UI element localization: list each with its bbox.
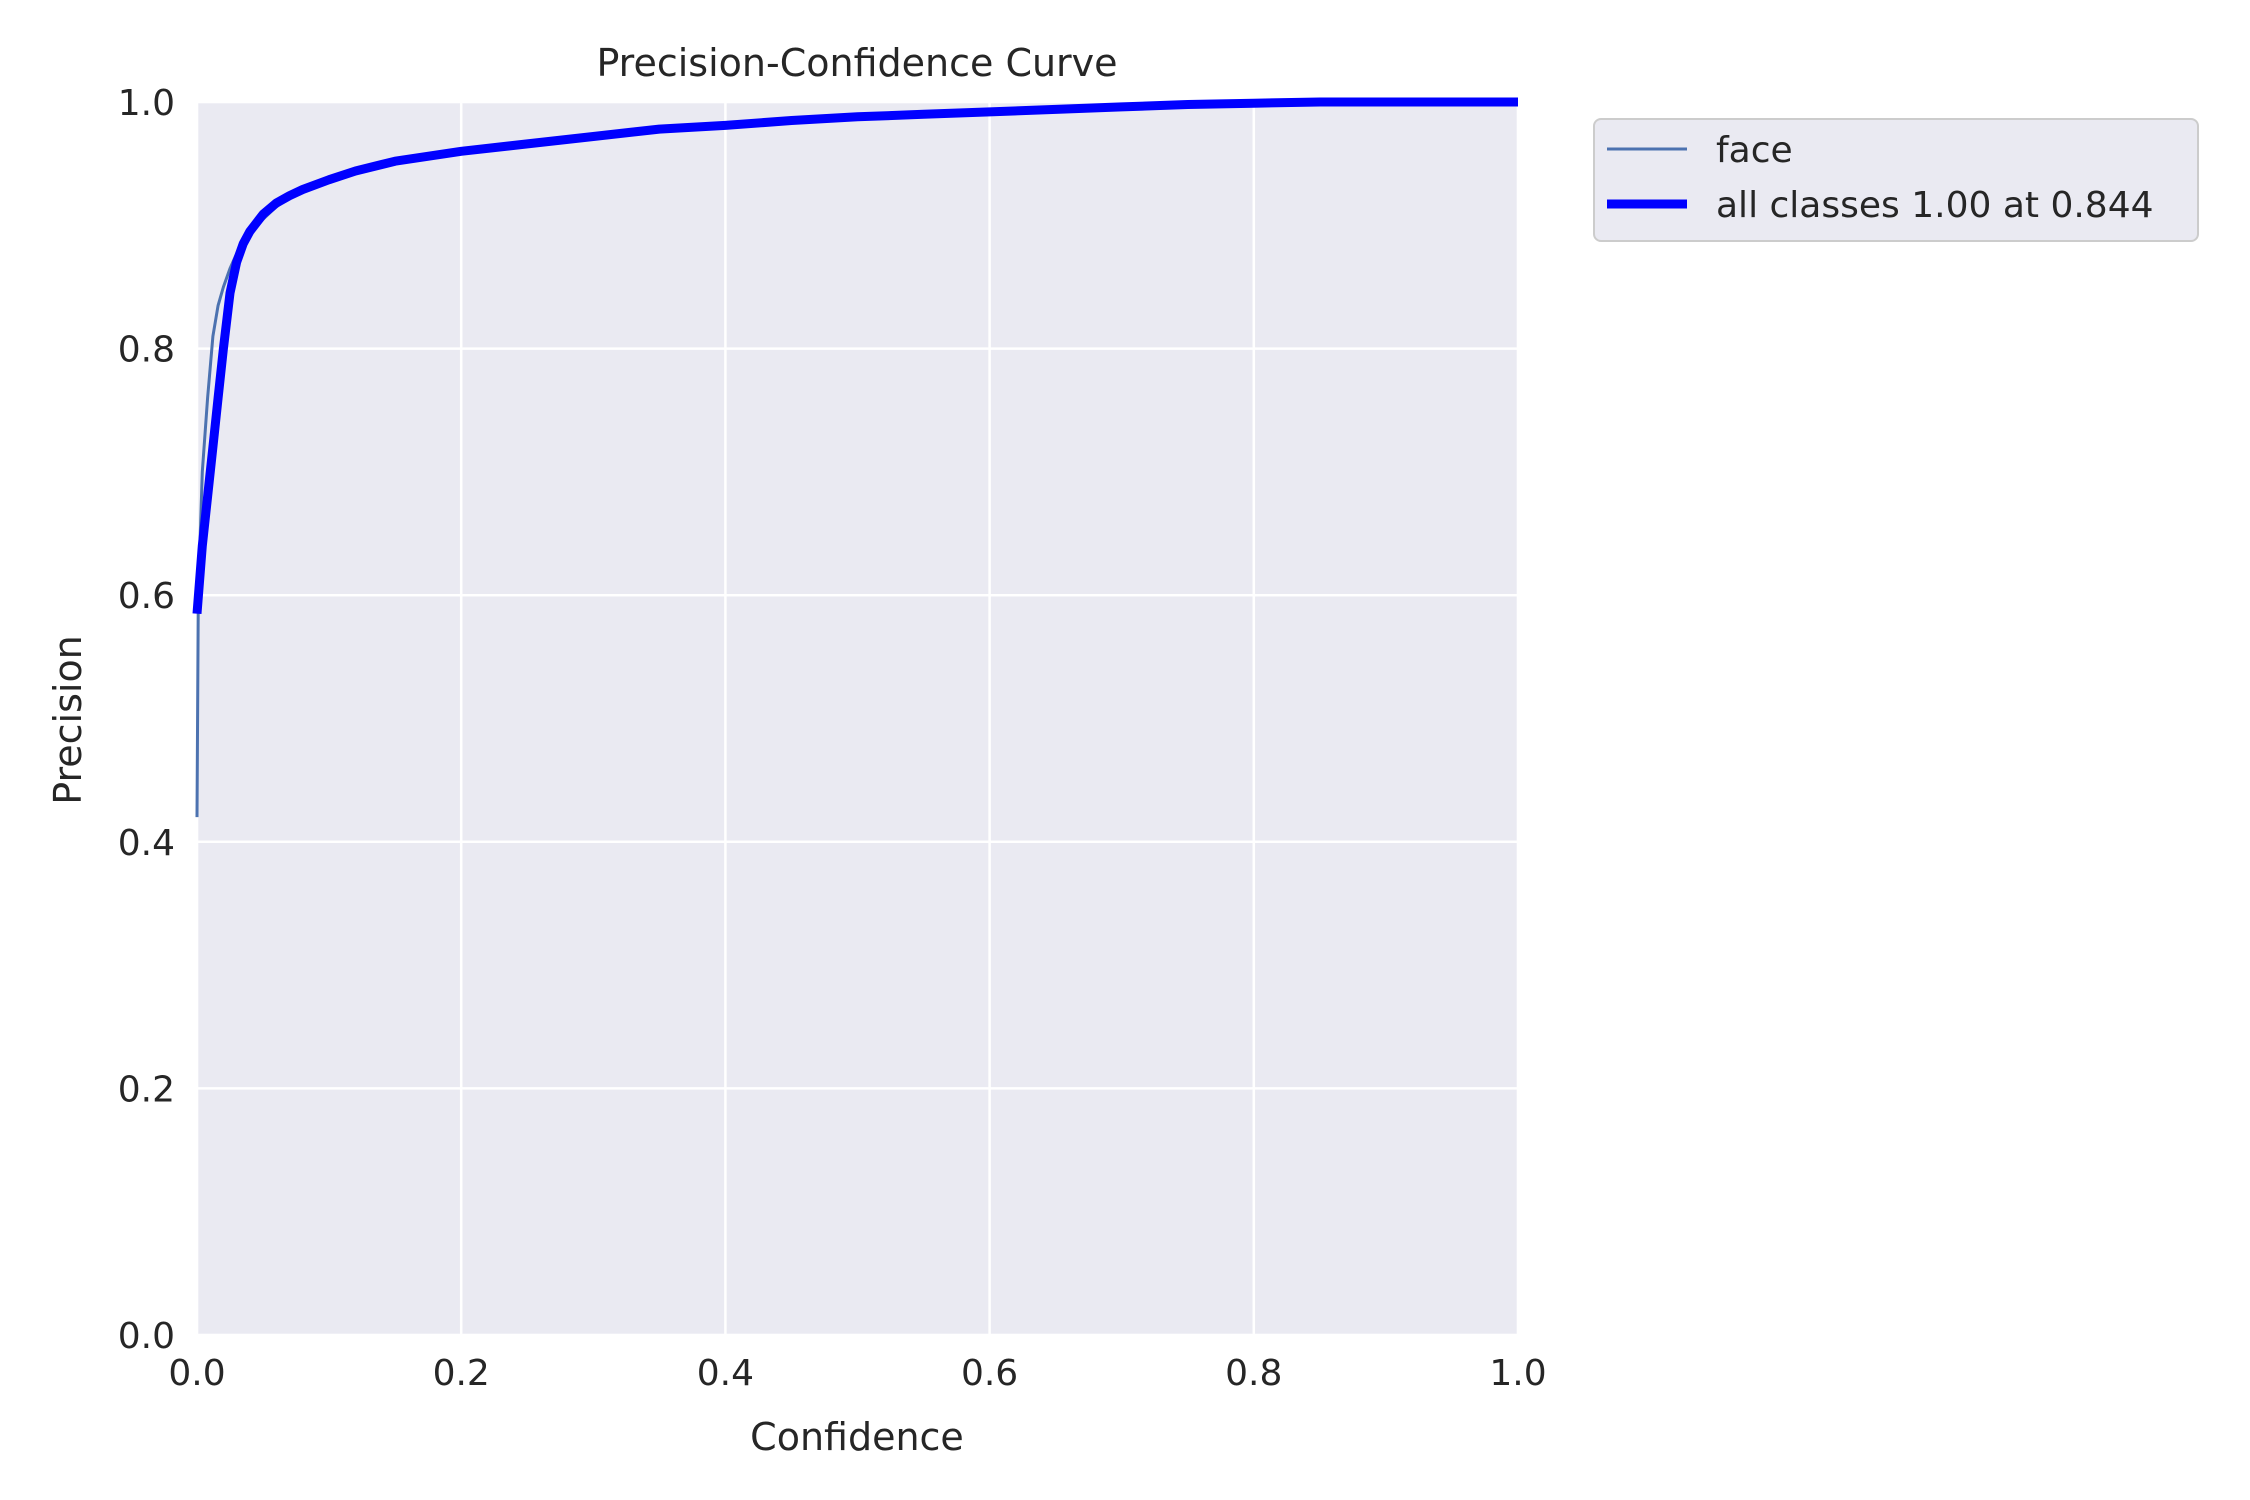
x-axis-label: Confidence bbox=[750, 1415, 964, 1459]
x-tick-label: 1.0 bbox=[1489, 1353, 1546, 1394]
y-tick-label: 0.4 bbox=[118, 823, 175, 864]
legend-box bbox=[1593, 118, 2199, 242]
x-tick-label: 0.4 bbox=[697, 1353, 754, 1394]
chart-title: Precision-Confidence Curve bbox=[596, 41, 1117, 85]
plot-background bbox=[197, 102, 1518, 1335]
y-tick-label: 0.0 bbox=[118, 1316, 175, 1357]
y-tick-label: 0.8 bbox=[118, 330, 175, 371]
grid-lines bbox=[195, 100, 1520, 1337]
x-axis-ticks: 0.0 0.2 0.4 0.6 0.8 1.0 bbox=[168, 1353, 1546, 1394]
y-tick-label: 0.2 bbox=[118, 1069, 175, 1110]
x-tick-label: 0.6 bbox=[961, 1353, 1018, 1394]
y-tick-label: 1.0 bbox=[118, 83, 175, 124]
y-tick-label: 0.6 bbox=[118, 576, 175, 617]
x-tick-label: 0.8 bbox=[1225, 1353, 1282, 1394]
y-axis-ticks: 0.0 0.2 0.4 0.6 0.8 1.0 bbox=[118, 83, 175, 1357]
series-line-1 bbox=[192, 97, 1518, 615]
x-tick-label: 0.0 bbox=[168, 1353, 225, 1394]
y-axis-label: Precision bbox=[46, 635, 90, 805]
legend: face all classes 1.00 at 0.844 bbox=[1593, 118, 2199, 242]
legend-label-all-classes: all classes 1.00 at 0.844 bbox=[1716, 185, 2154, 226]
series-lines bbox=[192, 97, 1518, 818]
legend-label-face: face bbox=[1716, 130, 1793, 171]
x-tick-label: 0.2 bbox=[433, 1353, 490, 1394]
